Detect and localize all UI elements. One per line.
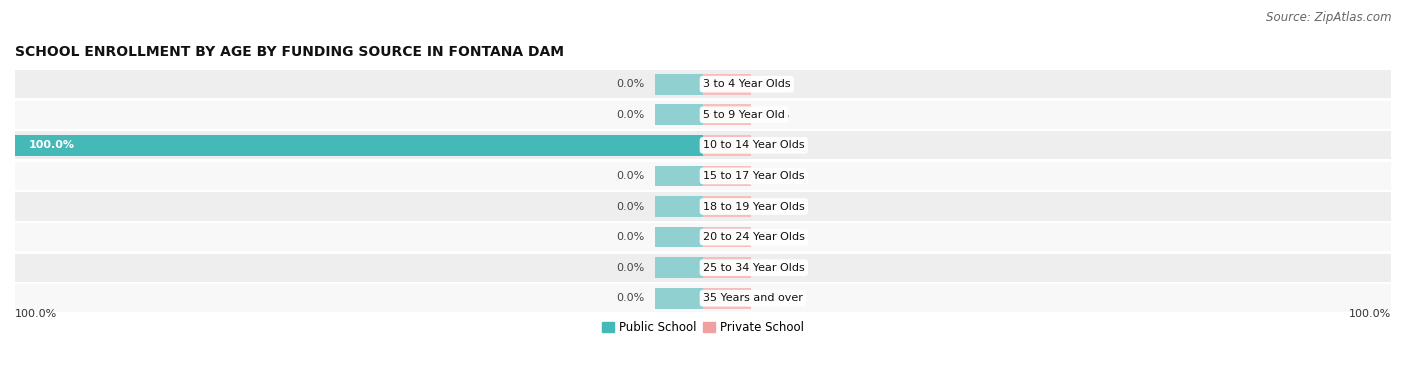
Bar — [703, 196, 751, 217]
Text: 25 to 34 Year Olds: 25 to 34 Year Olds — [703, 263, 804, 273]
Text: Source: ZipAtlas.com: Source: ZipAtlas.com — [1267, 11, 1392, 24]
Bar — [703, 166, 751, 186]
Bar — [655, 288, 703, 309]
Bar — [15, 254, 1391, 282]
Text: 10 to 14 Year Olds: 10 to 14 Year Olds — [703, 140, 804, 150]
Text: 0.0%: 0.0% — [762, 171, 790, 181]
Bar — [655, 227, 703, 248]
Bar — [15, 101, 1391, 129]
Text: 0.0%: 0.0% — [762, 201, 790, 212]
Text: 0.0%: 0.0% — [616, 293, 644, 303]
Bar — [655, 166, 703, 186]
Text: 0.0%: 0.0% — [616, 201, 644, 212]
Text: 0.0%: 0.0% — [762, 232, 790, 242]
Text: 0.0%: 0.0% — [616, 171, 644, 181]
Bar — [703, 135, 751, 156]
Text: 35 Years and over: 35 Years and over — [703, 293, 803, 303]
Text: 18 to 19 Year Olds: 18 to 19 Year Olds — [703, 201, 804, 212]
Bar — [15, 223, 1391, 251]
Text: 100.0%: 100.0% — [1348, 309, 1391, 319]
Text: SCHOOL ENROLLMENT BY AGE BY FUNDING SOURCE IN FONTANA DAM: SCHOOL ENROLLMENT BY AGE BY FUNDING SOUR… — [15, 45, 564, 59]
Bar — [15, 284, 1391, 312]
Legend: Public School, Private School: Public School, Private School — [598, 316, 808, 339]
Bar — [655, 74, 703, 94]
Text: 100.0%: 100.0% — [15, 309, 58, 319]
Text: 0.0%: 0.0% — [616, 263, 644, 273]
Text: 5 to 9 Year Old: 5 to 9 Year Old — [703, 110, 785, 120]
Text: 0.0%: 0.0% — [762, 140, 790, 150]
Text: 0.0%: 0.0% — [616, 232, 644, 242]
Text: 0.0%: 0.0% — [762, 293, 790, 303]
Bar — [703, 227, 751, 248]
Text: 20 to 24 Year Olds: 20 to 24 Year Olds — [703, 232, 804, 242]
Text: 0.0%: 0.0% — [762, 79, 790, 89]
Bar — [15, 131, 1391, 160]
Bar — [703, 288, 751, 309]
Bar — [15, 135, 703, 156]
Text: 0.0%: 0.0% — [616, 79, 644, 89]
Text: 15 to 17 Year Olds: 15 to 17 Year Olds — [703, 171, 804, 181]
Text: 0.0%: 0.0% — [762, 110, 790, 120]
Bar — [703, 104, 751, 125]
Text: 0.0%: 0.0% — [762, 263, 790, 273]
Bar — [703, 74, 751, 94]
Bar — [15, 192, 1391, 221]
Bar — [655, 257, 703, 278]
Bar — [15, 162, 1391, 190]
Text: 3 to 4 Year Olds: 3 to 4 Year Olds — [703, 79, 790, 89]
Bar — [655, 196, 703, 217]
Text: 0.0%: 0.0% — [616, 110, 644, 120]
Bar — [15, 70, 1391, 98]
Bar — [655, 104, 703, 125]
Bar — [703, 257, 751, 278]
Text: 100.0%: 100.0% — [28, 140, 75, 150]
